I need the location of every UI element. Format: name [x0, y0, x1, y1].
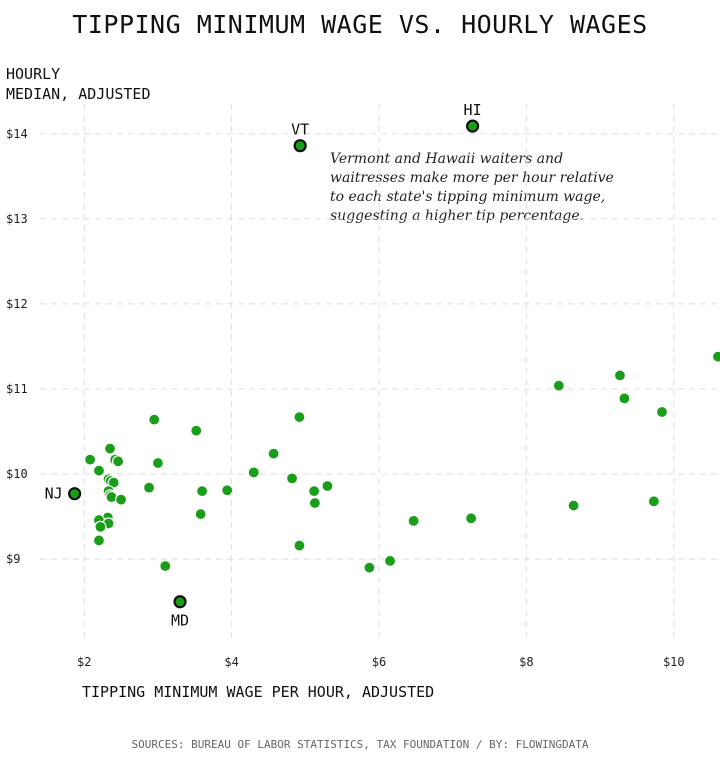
data-point: [159, 559, 172, 573]
data-point: [84, 453, 97, 466]
y-tick-label: $14: [6, 127, 28, 141]
data-point: [308, 496, 321, 510]
data-point: [293, 539, 306, 552]
highlight-label: VT: [291, 121, 309, 139]
data-point: [148, 413, 161, 426]
x-tick-label: $4: [224, 655, 238, 669]
y-tick-label: $11: [6, 382, 28, 396]
highlight-point: [68, 487, 82, 501]
data-point: [321, 479, 334, 493]
data-point: [194, 507, 207, 521]
annotation-text: Vermont and Hawaii waiters and waitresse…: [330, 151, 614, 224]
data-point: [151, 456, 165, 470]
x-tick-label: $2: [77, 655, 91, 669]
data-point: [552, 379, 565, 392]
data-point: [647, 495, 660, 508]
x-axis-label: TIPPING MINIMUM WAGE PER HOUR, ADJUSTED: [82, 683, 435, 701]
data-point: [103, 442, 117, 455]
data-point: [142, 481, 156, 494]
data-point: [285, 472, 299, 485]
data-point: [618, 392, 631, 405]
highlighted-points: HI VT NJ MD: [45, 101, 482, 630]
data-point: [567, 499, 580, 512]
data-point: [94, 520, 107, 533]
data-point: [711, 350, 720, 363]
data-points: [84, 350, 720, 574]
grid-lines: [40, 104, 718, 640]
data-point: [112, 455, 125, 468]
data-point: [613, 369, 627, 382]
data-point: [267, 447, 280, 460]
data-point: [465, 512, 478, 525]
data-point: [293, 410, 306, 424]
data-point: [196, 485, 209, 498]
x-tick-label: $8: [519, 655, 533, 669]
highlight-label: HI: [464, 101, 482, 119]
data-point: [92, 464, 106, 477]
data-point: [407, 514, 420, 527]
data-point: [383, 554, 397, 567]
data-point: [247, 466, 260, 479]
highlight-label: NJ: [45, 485, 63, 503]
highlight-point: [173, 595, 187, 609]
axis-ticks: $2 $4 $6 $8 $10 $9 $10 $11 $12 $13 $14: [6, 127, 685, 669]
data-point: [114, 493, 128, 506]
y-tick-label: $10: [6, 467, 28, 481]
data-point: [221, 484, 234, 497]
data-point: [92, 534, 106, 547]
chart-title: TIPPING MINIMUM WAGE VS. HOURLY WAGES: [72, 10, 648, 39]
y-axis-label: HOURLY MEDIAN, ADJUSTED: [6, 65, 151, 103]
highlight-point: [293, 139, 307, 153]
x-tick-label: $10: [663, 655, 685, 669]
highlight-label: MD: [171, 612, 189, 630]
highlight-point: [465, 119, 480, 133]
y-tick-label: $13: [6, 212, 28, 226]
data-point: [190, 424, 203, 437]
data-point: [308, 485, 321, 498]
data-point: [363, 561, 376, 574]
data-point: [655, 405, 669, 419]
source-credit: SOURCES: BUREAU OF LABOR STATISTICS, TAX…: [131, 738, 589, 751]
y-tick-label: $9: [6, 552, 20, 566]
y-tick-label: $12: [6, 297, 28, 311]
x-tick-label: $6: [372, 655, 386, 669]
